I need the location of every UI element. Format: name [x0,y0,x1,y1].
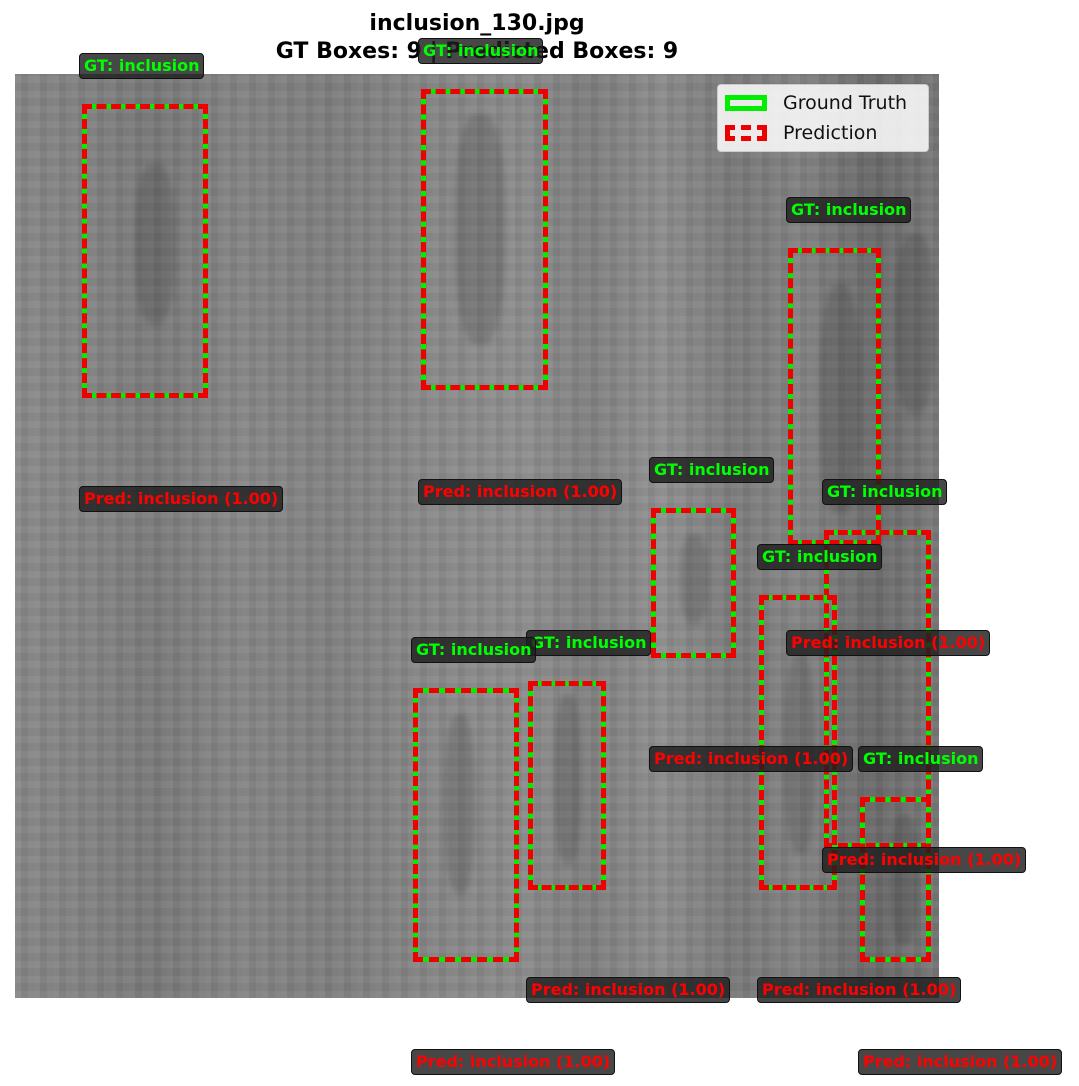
prediction-box [824,530,931,848]
prediction-label: Pred: inclusion (1.00) [418,479,623,505]
prediction-box [421,89,548,390]
prediction-label: Pred: inclusion (1.00) [411,1049,616,1075]
prediction-label: Pred: inclusion (1.00) [786,630,991,656]
steel-surface-image [15,74,939,998]
prediction-box [413,688,519,962]
inclusion-streak [135,164,175,324]
prediction-box [788,248,881,545]
legend-entry-prediction: Prediction [725,121,877,145]
prediction-box [759,595,837,890]
ground-truth-swatch-icon [725,95,767,111]
gt-label: GT: inclusion [418,38,544,64]
gt-label: GT: inclusion [649,457,775,483]
prediction-box [528,681,606,890]
inclusion-streak [555,694,581,864]
prediction-box [82,104,208,398]
prediction-label: Pred: inclusion (1.00) [526,977,731,1003]
inclusion-streak [445,714,475,894]
gt-label: GT: inclusion [79,53,205,79]
inclusion-streak [895,234,935,414]
legend: Ground Truth Prediction [717,84,929,152]
prediction-label: Pred: inclusion (1.00) [822,847,1027,873]
prediction-label: Pred: inclusion (1.00) [79,486,284,512]
prediction-label: Pred: inclusion (1.00) [858,1049,1063,1075]
legend-label-prediction: Prediction [783,122,878,144]
legend-label-ground-truth: Ground Truth [783,92,908,114]
inclusion-streak [680,534,708,624]
prediction-box [860,797,931,962]
prediction-label: Pred: inclusion (1.00) [649,746,854,772]
prediction-label: Pred: inclusion (1.00) [757,977,962,1003]
inclusion-streak [455,114,505,344]
gt-label: GT: inclusion [858,746,984,772]
prediction-box [651,508,736,658]
inclusion-streak [820,284,860,514]
legend-entry-ground-truth: Ground Truth [725,91,907,115]
inclusion-streak [890,814,918,944]
gt-label: GT: inclusion [411,637,537,663]
gt-label: GT: inclusion [757,544,883,570]
gt-label: GT: inclusion [526,630,652,656]
image-filename: inclusion_130.jpg [369,11,585,36]
gt-label: GT: inclusion [822,479,948,505]
prediction-swatch-icon [725,125,767,141]
gt-label: GT: inclusion [786,197,912,223]
